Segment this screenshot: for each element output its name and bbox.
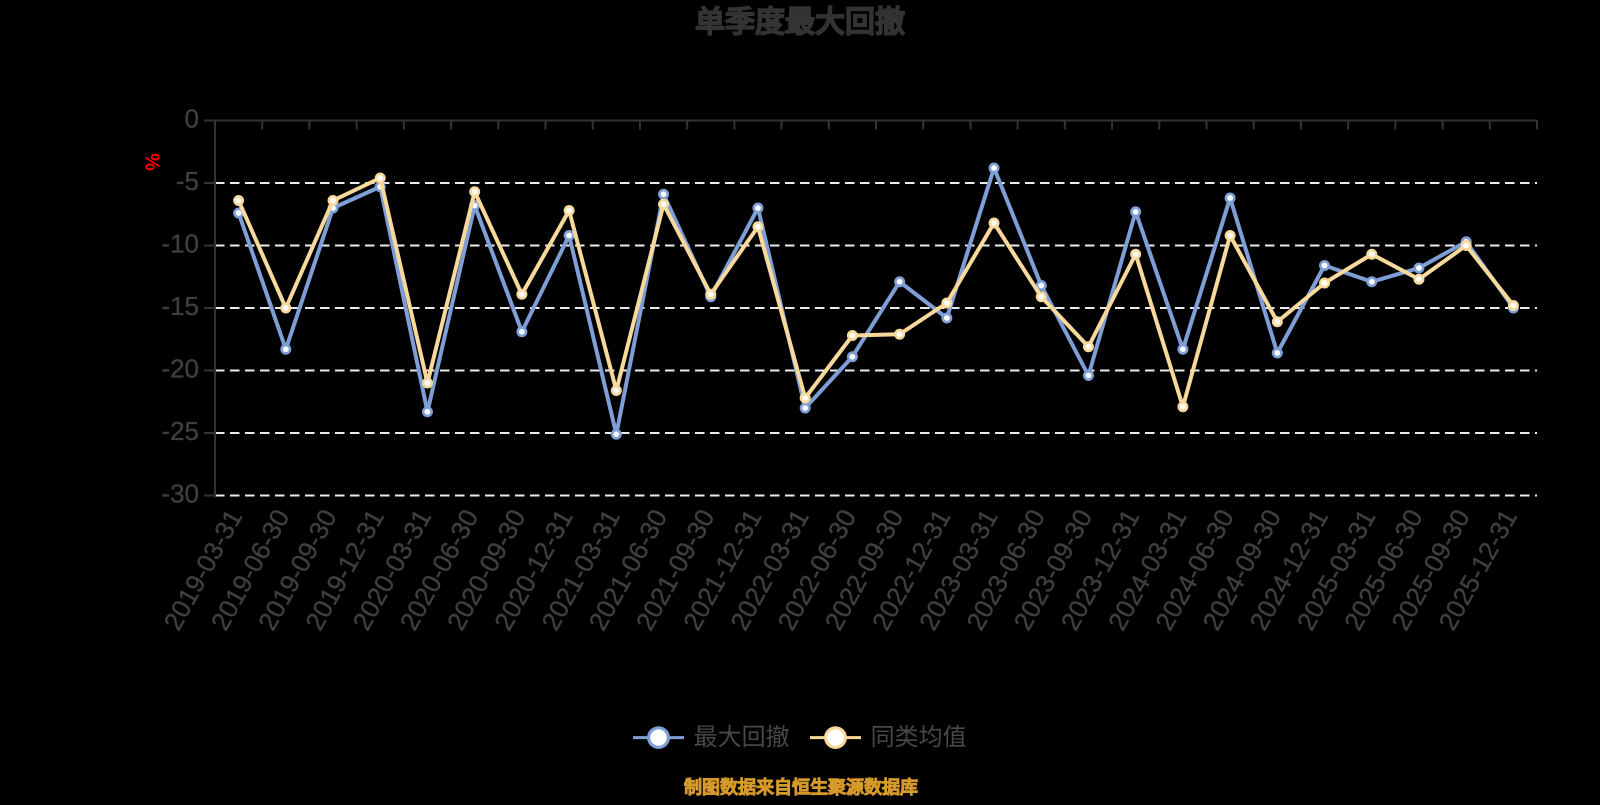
svg-text:-10: -10 (161, 229, 199, 259)
svg-text:同类均值: 同类均值 (871, 724, 967, 751)
svg-text:-15: -15 (161, 291, 199, 321)
svg-text:0: 0 (185, 104, 199, 134)
svg-text:%: % (141, 153, 163, 171)
svg-text:-5: -5 (176, 166, 199, 196)
svg-text:最大回撤: 最大回撤 (694, 724, 790, 751)
svg-text:单季度最大回撤: 单季度最大回撤 (695, 5, 905, 39)
svg-text:-30: -30 (161, 479, 199, 509)
svg-text:-20: -20 (161, 354, 199, 384)
svg-text:-25: -25 (161, 416, 199, 446)
svg-text:制图数据来自恒生聚源数据库: 制图数据来自恒生聚源数据库 (684, 777, 918, 798)
